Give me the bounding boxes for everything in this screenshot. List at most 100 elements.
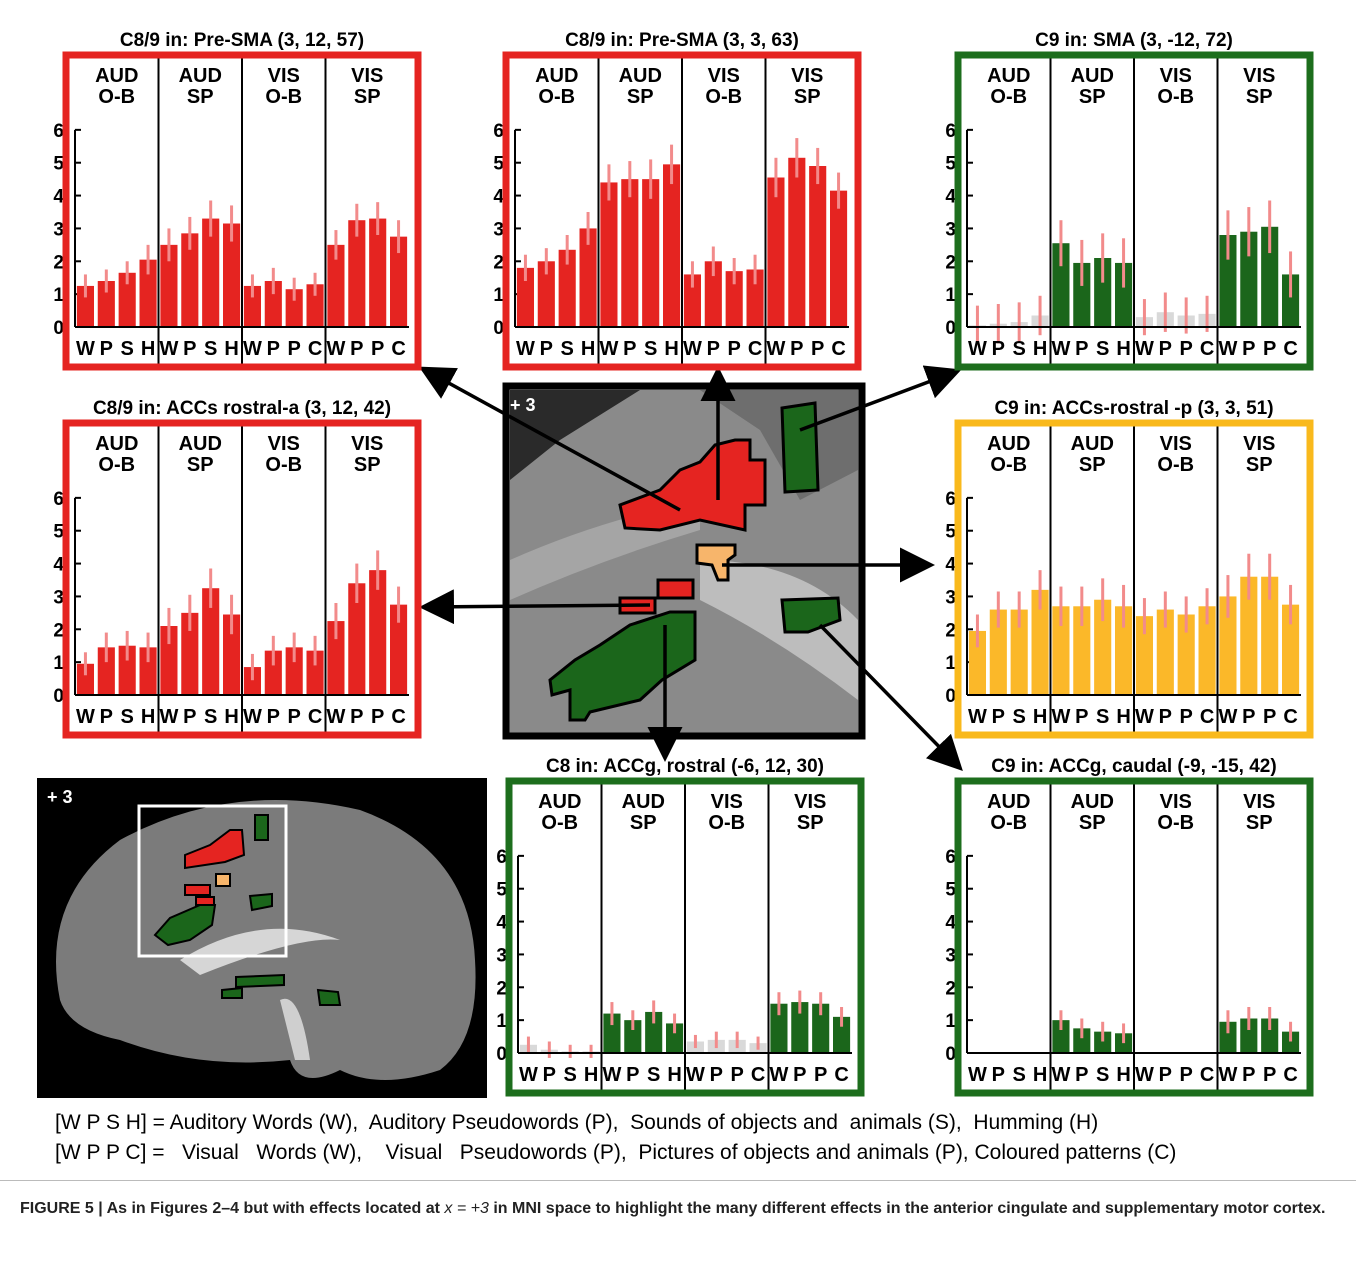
caption-math: x = +3 [444, 1200, 489, 1217]
legend-line: [W P S H] = Auditory Words (W), Auditory… [55, 1111, 1099, 1134]
group-label: O-B [265, 86, 302, 108]
x-tick-label: C [831, 338, 845, 360]
x-tick-label: P [790, 338, 803, 360]
bar [1177, 614, 1195, 695]
chart: C9 in: ACCg, caudal (-9, -15, 42) 0 1 2 3 4 5 6… [945, 756, 1314, 1097]
x-tick-label: W [76, 706, 95, 728]
y-tick-label: 4 [493, 187, 504, 208]
chart-frame [502, 51, 862, 371]
bar [1052, 1020, 1070, 1053]
x-tick-label: P [288, 338, 301, 360]
y-tick-label: 4 [945, 187, 956, 208]
bar [1115, 606, 1133, 695]
bar [223, 223, 241, 327]
x-tick-label: P [543, 1064, 556, 1086]
group-label: SP [1246, 86, 1273, 108]
bar [642, 179, 660, 327]
y-tick-label: 6 [496, 847, 507, 868]
x-tick-label: S [1096, 1064, 1109, 1086]
group-label: AUD [622, 791, 665, 813]
bar [624, 1020, 642, 1053]
x-tick-label: P [183, 706, 196, 728]
x-tick-label: W [766, 338, 785, 360]
x-tick-label: P [1242, 706, 1255, 728]
x-tick-label: P [1159, 706, 1172, 728]
y-tick-label: 1 [945, 653, 956, 674]
x-tick-label: S [1096, 706, 1109, 728]
x-tick-label: W [602, 1064, 621, 1086]
bar [160, 244, 178, 327]
x-tick-label: W [326, 338, 345, 360]
x-tick-label: W [243, 706, 262, 728]
group-label: O-B [708, 812, 745, 834]
bar [202, 218, 220, 327]
group-label: AUD [95, 433, 138, 455]
y-tick-label: 6 [53, 121, 64, 142]
x-tick-label: P [540, 338, 553, 360]
chart-frame [954, 51, 1314, 371]
x-tick-label: P [1263, 1064, 1276, 1086]
x-tick-label: H [581, 338, 595, 360]
group-label: O-B [265, 454, 302, 476]
bar [97, 281, 115, 327]
x-tick-label: H [1116, 1064, 1130, 1086]
bar [968, 630, 986, 695]
group-label: AUD [619, 65, 662, 87]
bar [264, 650, 282, 695]
y-tick-label: 2 [496, 978, 507, 999]
x-tick-label: C [1283, 338, 1297, 360]
x-tick-label: P [1159, 338, 1172, 360]
bar [223, 614, 241, 695]
x-tick-label: S [121, 706, 134, 728]
x-tick-label: W [769, 1064, 788, 1086]
x-tick-label: P [1180, 706, 1193, 728]
bar [327, 244, 345, 327]
bar [348, 583, 366, 695]
y-tick-label: 3 [945, 587, 956, 608]
bar [285, 289, 303, 327]
x-tick-label: C [748, 338, 762, 360]
x-tick-label: H [664, 338, 678, 360]
y-tick-label: 4 [496, 913, 507, 934]
chart-title: C8/9 in: ACCs rostral-a (3, 12, 42) [93, 398, 391, 419]
x-tick-label: P [811, 338, 824, 360]
bar [97, 647, 115, 695]
x-tick-label: P [1263, 338, 1276, 360]
x-tick-label: H [224, 706, 238, 728]
bar [243, 667, 261, 695]
x-tick-label: C [834, 1064, 848, 1086]
x-tick-label: P [710, 1064, 723, 1086]
x-tick-label: H [1033, 706, 1047, 728]
chart-frame [954, 777, 1314, 1097]
bar [830, 190, 848, 327]
x-tick-label: P [1242, 338, 1255, 360]
group-label: VIS [1160, 791, 1192, 813]
y-tick-label: 0 [945, 686, 956, 707]
x-tick-label: P [100, 706, 113, 728]
y-tick-label: 6 [945, 489, 956, 510]
y-tick-label: 4 [945, 555, 956, 576]
caption-before: As in Figures 2–4 but with effects locat… [106, 1200, 445, 1217]
bar [1156, 609, 1174, 695]
group-label: AUD [1071, 433, 1114, 455]
x-tick-label: W [683, 338, 702, 360]
bar [1282, 1031, 1300, 1053]
x-tick-label: C [308, 338, 322, 360]
bar [1261, 1018, 1279, 1053]
x-tick-label: W [968, 338, 987, 360]
bar [1031, 589, 1049, 695]
x-tick-label: W [516, 338, 535, 360]
x-tick-label: C [1200, 706, 1214, 728]
group-label: SP [354, 454, 381, 476]
bar [1261, 226, 1279, 327]
x-tick-label: P [992, 706, 1005, 728]
chart-title: C8/9 in: Pre-SMA (3, 12, 57) [120, 30, 364, 51]
bar [1135, 616, 1153, 695]
y-tick-label: 0 [53, 318, 64, 339]
group-label: SP [1246, 454, 1273, 476]
y-tick-label: 3 [945, 945, 956, 966]
y-tick-label: 3 [496, 945, 507, 966]
caption-text: As in Figures 2–4 but with effects locat… [107, 1200, 1326, 1217]
x-tick-label: W [1135, 706, 1154, 728]
